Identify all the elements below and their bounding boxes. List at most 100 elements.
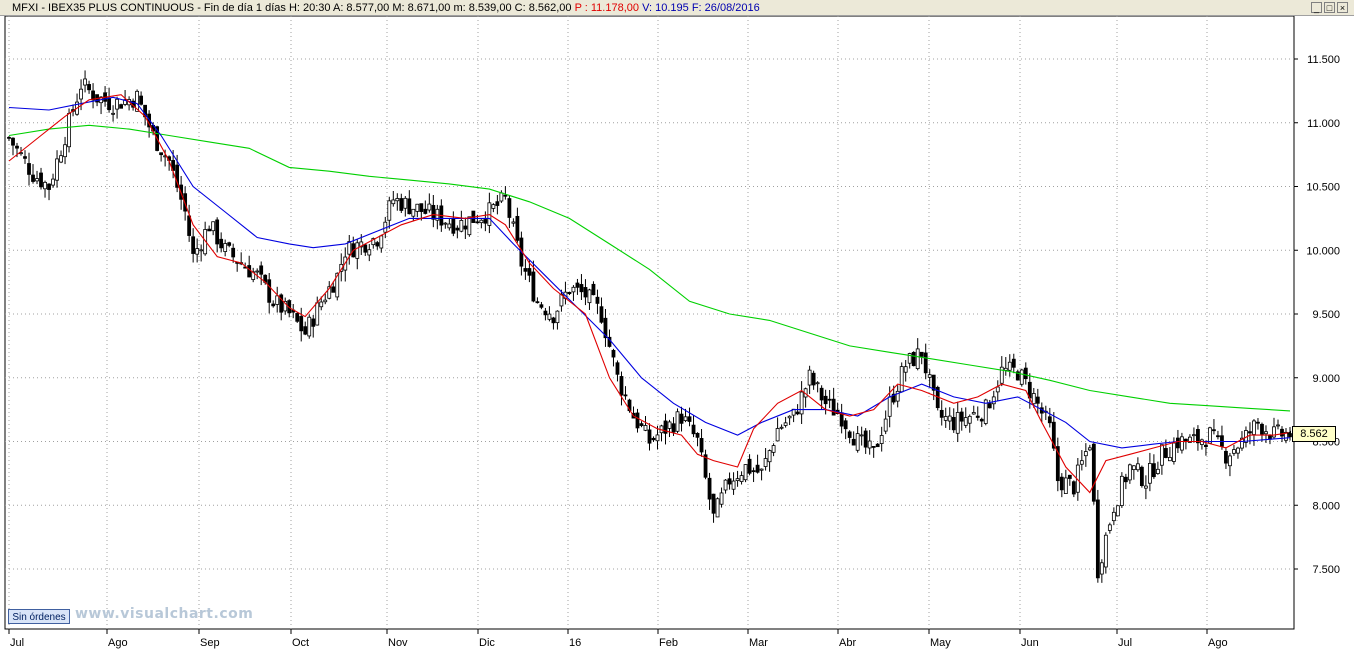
- candle-body: [967, 415, 972, 424]
- candle-body: [299, 316, 304, 332]
- candle-body: [879, 435, 884, 444]
- candle-body: [751, 470, 756, 473]
- candle-body: [723, 479, 728, 491]
- candle-body: [931, 374, 936, 391]
- candle-body: [443, 222, 448, 225]
- candle-body: [551, 317, 556, 324]
- minimize-button[interactable]: _: [1311, 2, 1322, 13]
- candle-body: [855, 433, 860, 451]
- candle-body: [311, 318, 316, 327]
- candle-body: [1172, 442, 1176, 462]
- candle-body: [695, 432, 700, 438]
- candle-body: [799, 391, 804, 415]
- candle-body: [1164, 448, 1168, 458]
- candle-body: [987, 403, 992, 409]
- candle-body: [611, 349, 616, 358]
- candle-body: [379, 235, 384, 249]
- candle-body: [215, 219, 220, 245]
- close-button[interactable]: ×: [1337, 2, 1348, 13]
- candle-body: [347, 241, 352, 255]
- candle-body: [1264, 431, 1268, 435]
- close-label: C: 8.562,00: [514, 2, 572, 14]
- candle-body: [847, 431, 852, 438]
- candle-body: [87, 84, 91, 91]
- candle-body: [919, 351, 924, 357]
- candle-body: [915, 348, 920, 369]
- candle-body: [59, 155, 63, 163]
- candle-body: [1284, 431, 1288, 441]
- x-tick-label: Abr: [839, 637, 856, 649]
- candle-body: [1216, 435, 1220, 438]
- y-tick-label: 11.000: [1307, 118, 1340, 130]
- x-tick-label: Sep: [200, 637, 220, 649]
- volume-label: V: 10.195: [642, 2, 689, 14]
- orders-status-button[interactable]: Sin órdenes: [8, 609, 70, 624]
- candle-body: [407, 198, 412, 215]
- last-price-arrow: [1287, 430, 1291, 437]
- candle-body: [815, 382, 820, 385]
- candle-body: [259, 265, 264, 275]
- candle-body: [731, 480, 736, 490]
- candle-body: [963, 417, 968, 426]
- candle-body: [1071, 481, 1076, 495]
- candle-body: [567, 291, 572, 295]
- window-controls: _ □ ×: [1311, 2, 1348, 13]
- ma-mid-line: [8, 96, 1291, 449]
- candle-body: [27, 163, 31, 175]
- candle-body: [307, 316, 312, 337]
- y-tick-label: 11.500: [1307, 54, 1340, 66]
- candle-body: [231, 247, 236, 258]
- candle-body: [1095, 499, 1100, 579]
- candle-body: [399, 198, 404, 211]
- candle-body: [475, 221, 480, 224]
- candle-body: [623, 394, 628, 397]
- candle-body: [195, 248, 200, 255]
- restore-button[interactable]: □: [1324, 2, 1335, 13]
- candle-body: [627, 399, 632, 412]
- candle-body: [1047, 416, 1052, 424]
- candle-body: [1159, 444, 1164, 466]
- candle-body: [371, 238, 376, 246]
- candle-body: [547, 313, 552, 320]
- candle-body: [787, 415, 792, 419]
- candle-body: [335, 272, 340, 298]
- candle-body: [495, 201, 500, 206]
- y-tick-label: 8.000: [1312, 500, 1340, 512]
- candle-body: [375, 242, 380, 247]
- candle-body: [739, 475, 744, 482]
- quote-info: MFXI - IBEX35 PLUS CONTINUOUS - Fin de d…: [12, 1, 760, 15]
- candle-body: [651, 437, 656, 441]
- candle-body: [175, 164, 180, 188]
- candle-body: [895, 390, 900, 402]
- candle-body: [275, 295, 280, 305]
- candle-body: [1280, 428, 1284, 437]
- candle-body: [775, 428, 780, 442]
- candle-body: [427, 203, 432, 211]
- candle-body: [1083, 451, 1088, 457]
- candle-body: [575, 282, 580, 288]
- candle-body: [971, 412, 976, 415]
- candle-body: [1091, 443, 1096, 502]
- candle-body: [39, 172, 43, 188]
- hour-label: H: 20:30: [288, 2, 331, 14]
- candle-body: [1228, 455, 1232, 467]
- candle-body: [499, 192, 504, 202]
- candle-body: [907, 353, 912, 364]
- candle-body: [635, 412, 640, 429]
- candle-body: [535, 301, 540, 304]
- candle-body: [703, 454, 708, 478]
- candle-body: [671, 423, 676, 433]
- watermark: www.visualchart.com: [75, 606, 254, 622]
- candle-body: [619, 376, 624, 396]
- candle-body: [779, 426, 784, 429]
- p-label: P : 11.178,00: [574, 2, 640, 14]
- candle-body: [1007, 361, 1012, 371]
- candle-body: [1079, 460, 1084, 465]
- price-chart[interactable]: 11.50011.00010.50010.0009.5009.0008.5008…: [0, 16, 1354, 649]
- candle-body: [431, 204, 436, 220]
- candle-body: [55, 158, 59, 181]
- candle-body: [491, 204, 496, 209]
- x-tick-label: May: [930, 637, 951, 649]
- candle-body: [899, 366, 904, 393]
- candle-body: [831, 398, 836, 416]
